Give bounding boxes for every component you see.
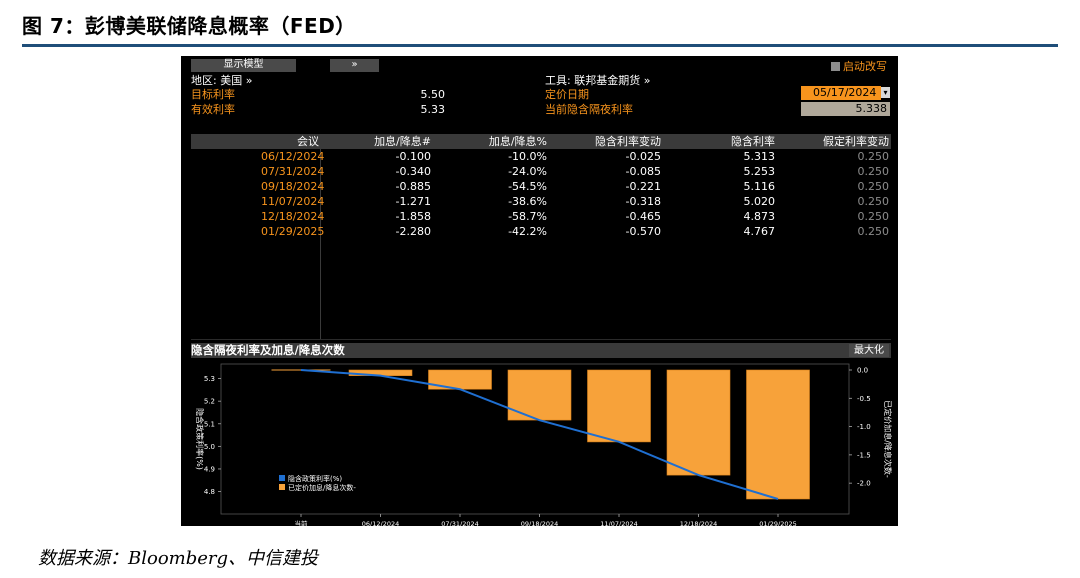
table-header-bar bbox=[191, 134, 891, 149]
figure-title: 图 7：彭博美联储降息概率（FED） bbox=[22, 14, 356, 38]
right-tick-label: -1.0 bbox=[857, 423, 871, 431]
cell-implied-rate: 4.873 bbox=[743, 210, 776, 223]
figure-source: 数据来源：Bloomberg、中信建投 bbox=[38, 548, 319, 569]
cell-meeting-date[interactable]: 06/12/2024 bbox=[261, 150, 325, 163]
right-tick-label: -2.0 bbox=[857, 480, 871, 488]
rate-cut-chart: 5.3 5.2 5.1 5.0 4.9 4.8 0.0 -0.5 -1.0 -1.5 -2.0 当前 0… bbox=[195, 363, 893, 526]
cell-meeting-date[interactable]: 01/29/2025 bbox=[261, 225, 325, 238]
cell-hikes-count: -1.858 bbox=[395, 210, 431, 223]
effective-rate-value: 5.33 bbox=[420, 103, 446, 116]
expand-button[interactable]: » bbox=[330, 59, 379, 72]
cell-implied-change: -0.085 bbox=[625, 165, 661, 178]
left-tick-label: 4.8 bbox=[204, 488, 215, 496]
y-axis-title-left: 隐含政策利率(%) bbox=[195, 408, 205, 470]
target-rate-label: 目标利率 bbox=[191, 88, 235, 101]
left-tick-label: 5.1 bbox=[204, 420, 215, 428]
display-model-button[interactable]: 显示模型 bbox=[191, 59, 296, 72]
cell-meeting-date[interactable]: 12/18/2024 bbox=[261, 210, 325, 223]
x-tick-label: 09/18/2024 bbox=[521, 520, 558, 526]
cell-hikes-pct: -54.5% bbox=[508, 180, 547, 193]
cell-implied-rate: 4.767 bbox=[743, 225, 776, 238]
x-tick-label: 12/18/2024 bbox=[680, 520, 717, 526]
x-tick-label: 06/12/2024 bbox=[362, 520, 399, 526]
cell-implied-rate: 5.116 bbox=[743, 180, 776, 193]
cell-hikes-pct: -42.2% bbox=[508, 225, 547, 238]
bar bbox=[746, 369, 810, 500]
auto-update-label[interactable]: 启动改写 bbox=[843, 60, 887, 73]
x-tick-label: 01/29/2025 bbox=[759, 520, 796, 526]
cell-meeting-date[interactable]: 07/31/2024 bbox=[261, 165, 325, 178]
cell-hikes-count: -0.885 bbox=[395, 180, 431, 193]
col-header-hikes-pct[interactable]: 加息/降息% bbox=[488, 135, 547, 148]
cell-implied-rate: 5.020 bbox=[743, 195, 776, 208]
implied-overnight-label: 当前隐含隔夜利率 bbox=[545, 103, 633, 116]
cell-assumed-change: 0.250 bbox=[857, 180, 890, 193]
cell-implied-rate: 5.313 bbox=[743, 150, 776, 163]
cell-hikes-count: -2.280 bbox=[395, 225, 431, 238]
table-bottom-divider bbox=[191, 339, 891, 340]
col-header-implied-change[interactable]: 隐含利率变动 bbox=[595, 135, 661, 148]
title-rule bbox=[22, 44, 1058, 47]
left-tick-label: 4.9 bbox=[204, 465, 215, 473]
chart-title: 隐含隔夜利率及加息/降息次数 bbox=[191, 343, 345, 357]
cell-hikes-pct: -58.7% bbox=[508, 210, 547, 223]
maximize-button[interactable]: 最大化 bbox=[849, 344, 889, 357]
cell-meeting-date[interactable]: 11/07/2024 bbox=[261, 195, 325, 208]
target-rate-value: 5.50 bbox=[420, 88, 446, 101]
right-tick-label: -1.5 bbox=[857, 451, 871, 459]
region-selector[interactable]: 地区: 美国 » bbox=[191, 74, 253, 87]
legend-swatch-bar bbox=[279, 484, 285, 490]
auto-update-checkbox[interactable] bbox=[831, 62, 840, 71]
left-tick-label: 5.0 bbox=[204, 443, 215, 451]
legend-swatch-line bbox=[279, 475, 285, 481]
bloomberg-terminal-panel: 显示模型 » 启动改写 地区: 美国 » 工具: 联邦基金期货 » 目标利率 5… bbox=[181, 56, 898, 526]
col-header-implied-rate[interactable]: 隐含利率 bbox=[731, 135, 775, 148]
col-header-assumed-change[interactable]: 假定利率变动 bbox=[823, 135, 889, 148]
cell-implied-change: -0.221 bbox=[625, 180, 661, 193]
series-line bbox=[300, 369, 779, 500]
effective-rate-label: 有效利率 bbox=[191, 103, 235, 116]
left-tick-label: 5.3 bbox=[204, 375, 215, 383]
cell-assumed-change: 0.250 bbox=[857, 225, 890, 238]
cell-implied-change: -0.465 bbox=[625, 210, 661, 223]
column-divider bbox=[320, 149, 321, 339]
cell-hikes-pct: -38.6% bbox=[508, 195, 547, 208]
x-tick-label: 07/31/2024 bbox=[441, 520, 478, 526]
instrument-selector[interactable]: 工具: 联邦基金期货 » bbox=[545, 74, 651, 87]
left-tick-label: 5.2 bbox=[204, 398, 215, 406]
right-tick-label: -0.5 bbox=[857, 395, 871, 403]
pricing-date-input[interactable]: 05/17/2024 bbox=[801, 86, 881, 100]
cell-hikes-pct: -10.0% bbox=[508, 150, 547, 163]
pricing-date-label: 定价日期 bbox=[545, 88, 589, 101]
right-tick-label: 0.0 bbox=[857, 367, 868, 375]
col-header-meeting[interactable]: 会议 bbox=[297, 135, 319, 148]
cell-assumed-change: 0.250 bbox=[857, 165, 890, 178]
cell-hikes-count: -0.100 bbox=[395, 150, 431, 163]
x-tick-label: 当前 bbox=[295, 519, 309, 526]
bar bbox=[666, 369, 731, 476]
chart-header-bar bbox=[191, 343, 891, 358]
cell-implied-change: -0.318 bbox=[625, 195, 661, 208]
col-header-hikes-count[interactable]: 加息/降息# bbox=[374, 135, 431, 148]
cell-hikes-count: -0.340 bbox=[395, 165, 431, 178]
cell-implied-rate: 5.253 bbox=[743, 165, 776, 178]
cell-implied-change: -0.570 bbox=[625, 225, 661, 238]
x-tick-label: 11/07/2024 bbox=[600, 520, 637, 526]
cell-hikes-pct: -24.0% bbox=[508, 165, 547, 178]
date-picker-icon[interactable]: ▾ bbox=[881, 87, 890, 98]
cell-assumed-change: 0.250 bbox=[857, 150, 890, 163]
implied-overnight-value: 5.338 bbox=[801, 102, 890, 116]
cell-hikes-count: -1.271 bbox=[395, 195, 431, 208]
cell-implied-change: -0.025 bbox=[625, 150, 661, 163]
y-axis-title-right: 已定价加息/降息次数- bbox=[883, 400, 893, 478]
legend-label-line: 隐含政策利率(%) bbox=[288, 474, 342, 483]
cell-assumed-change: 0.250 bbox=[857, 210, 890, 223]
bar bbox=[587, 369, 651, 443]
cell-meeting-date[interactable]: 09/18/2024 bbox=[261, 180, 325, 193]
cell-assumed-change: 0.250 bbox=[857, 195, 890, 208]
legend-label-bar: 已定价加息/降息次数- bbox=[288, 483, 356, 492]
